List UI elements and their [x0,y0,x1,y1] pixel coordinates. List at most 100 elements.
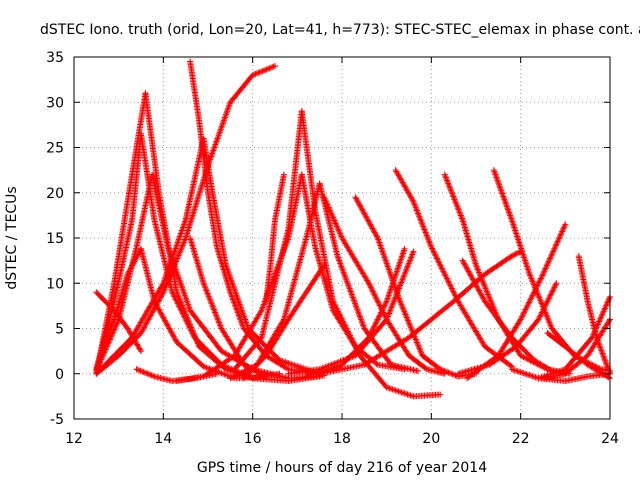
data-point [502,200,509,207]
data-point [227,274,234,281]
data-point [291,362,298,369]
data-point [176,304,183,311]
data-point [385,265,392,272]
data-point [216,129,223,136]
data-point [143,319,150,326]
data-point [129,261,136,268]
data-point [401,390,408,397]
data-point [506,211,513,218]
data-point [180,239,187,246]
series-11 [187,58,319,377]
data-point [218,124,225,131]
data-point [160,314,167,321]
data-point [499,190,506,197]
data-point [181,237,188,244]
data-point [176,233,183,240]
data-point [272,63,278,70]
data-point [178,245,185,252]
data-point [104,334,111,341]
data-point [225,103,232,110]
data-point [99,348,106,355]
data-point [179,225,186,232]
data-point [97,355,104,362]
data-point [98,351,105,358]
data-point [103,336,110,343]
data-point [260,67,267,74]
chart-title: dSTEC Iono. truth (orid, Lon=20, Lat=41,… [40,22,640,38]
data-point [400,250,407,257]
data-point [234,295,241,302]
data-point [146,315,153,322]
data-point [223,111,230,118]
data-point [502,199,509,206]
data-point [127,265,134,272]
data-point [99,350,106,357]
data-point [256,69,263,76]
data-point [151,305,158,312]
data-point [217,127,224,134]
data-point [185,302,192,309]
data-point [384,262,391,269]
data-point [126,268,133,275]
data-point [176,251,183,258]
data-point [185,321,192,328]
data-point [181,219,188,226]
data-point [134,252,141,259]
data-point [159,281,166,288]
data-point [495,178,502,185]
data-point [403,390,410,397]
data-point [177,248,184,255]
data-point [180,222,187,229]
data-point [167,326,174,333]
data-point [179,243,186,250]
data-point [176,303,183,310]
data-point [138,330,144,337]
data-point [500,194,507,201]
data-point [161,286,168,293]
data-point [385,266,392,273]
data-point [400,389,407,396]
data-point [210,146,217,153]
data-point [184,299,191,306]
data-point [382,256,389,263]
data-point [183,318,190,325]
data-point [224,364,231,371]
data-point [138,348,144,355]
data-point [177,280,184,287]
data-point [178,227,185,234]
data-point [171,262,178,269]
data-point [133,254,140,261]
data-point [170,332,177,339]
data-point [172,296,179,303]
data-point [142,321,149,328]
data-point [105,332,112,339]
data-point [166,325,173,332]
data-point [126,266,133,273]
data-point [230,283,237,290]
data-point [378,247,385,254]
data-point [181,314,188,321]
data-point [180,311,187,318]
data-point [108,323,115,330]
data-point [228,293,235,300]
data-point [219,121,226,128]
data-point [395,263,402,270]
data-point [497,186,504,193]
data-point [186,323,193,330]
data-point [174,254,181,261]
data-point [219,120,226,127]
data-point [393,269,400,276]
data-point [232,289,239,296]
data-point [94,361,101,368]
data-point [399,251,406,258]
data-point [139,327,146,334]
data-point [222,112,229,119]
data-point [507,213,514,220]
data-point [414,368,421,375]
data-point [498,189,505,196]
data-point [161,317,168,324]
data-point [221,115,228,122]
data-point [392,387,399,394]
data-point [398,253,405,260]
data-point [219,370,226,377]
